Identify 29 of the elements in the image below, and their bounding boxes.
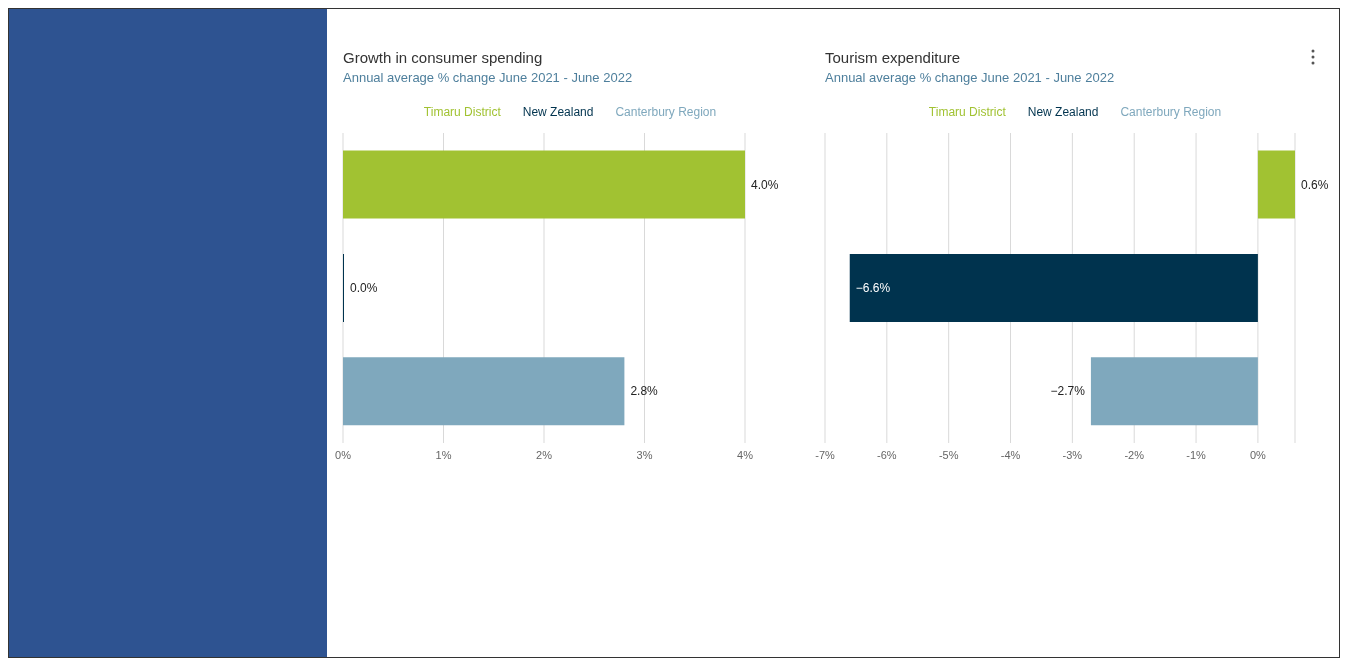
text: Canterbury Region [1120,105,1222,119]
text: Timaru District [928,105,1006,119]
x-tick-label: 0% [1249,448,1267,461]
data-label: 2.8% [630,384,659,399]
data-label: 4.0% [751,177,779,192]
x-tick-label: 0% [335,448,352,461]
x-tick-label: -2% [1124,448,1145,461]
x-tick-label: 4% [737,448,754,461]
x-tick-label: -6% [877,448,897,461]
x-tick-label: 2% [536,448,553,461]
chart-subtitle: Annual average % change June 2021 - June 2022 [342,70,634,85]
x-tick-label: 1% [435,448,452,461]
chart-title: Growth in consumer spending [342,49,544,66]
data-label: −2.7% [1050,384,1086,399]
x-tick-label: -7% [815,448,835,461]
text: Canterbury Region [615,105,717,119]
x-tick-label: 3% [636,448,653,461]
x-tick-label: -5% [938,448,959,461]
text: New Zealand [1027,105,1099,119]
data-label: 0.6% [1301,177,1329,192]
text: Timaru District [423,105,501,119]
data-label: −6.6% [855,281,891,296]
data-label: 0.0% [350,281,378,296]
chart-title: Tourism expenditure [824,49,962,66]
x-tick-label: -3% [1062,448,1083,461]
x-tick-label: -1% [1186,448,1207,461]
x-tick-label: -4% [1000,448,1021,461]
chart-subtitle: Annual average % change June 2021 - June 2022 [824,70,1116,85]
text: New Zealand [522,105,594,119]
